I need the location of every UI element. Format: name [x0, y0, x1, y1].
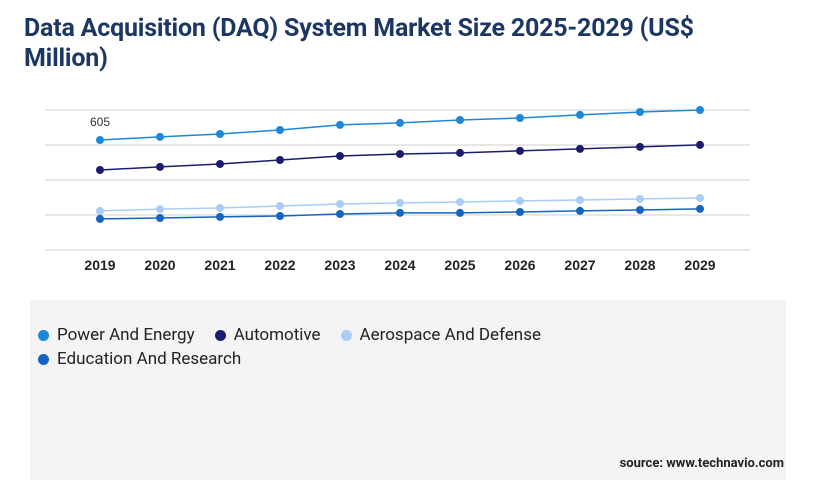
data-point — [516, 114, 524, 122]
data-point — [396, 150, 404, 158]
data-point — [456, 148, 464, 157]
data-point — [576, 144, 584, 153]
legend-label: Power And Energy — [57, 325, 195, 345]
data-point — [216, 212, 224, 221]
data-point — [576, 196, 584, 204]
x-tick-label: 2021 — [204, 257, 235, 273]
legend-item: Education And Research — [38, 347, 241, 371]
x-tick-label: 2029 — [684, 257, 715, 273]
data-point — [336, 210, 344, 218]
x-tick-label: 2025 — [444, 257, 475, 273]
legend-label: Aerospace And Defense — [359, 325, 541, 345]
data-point — [96, 214, 104, 223]
x-tick-label: 2027 — [564, 257, 595, 273]
data-point — [516, 196, 524, 205]
x-tick-label: 2026 — [504, 257, 535, 273]
legend: Power And Energy Automotive Aerospace And … — [38, 323, 618, 371]
data-point — [96, 206, 104, 215]
x-tick-label: 2028 — [624, 257, 655, 273]
data-point — [696, 140, 704, 149]
legend-panel — [30, 300, 786, 480]
data-point — [336, 200, 344, 208]
data-point — [156, 162, 164, 171]
data-point — [96, 166, 104, 174]
x-tick-label: 2024 — [384, 257, 415, 273]
data-point — [156, 214, 164, 222]
data-point — [276, 156, 284, 164]
x-tick-label: 2023 — [324, 257, 355, 273]
data-point — [336, 120, 344, 129]
data-point — [216, 160, 224, 168]
data-point — [576, 206, 584, 215]
legend-item: Automotive — [214, 323, 321, 347]
data-point — [696, 204, 704, 213]
data-point — [96, 136, 104, 144]
data-point — [636, 206, 644, 214]
data-point — [216, 130, 224, 138]
legend-marker — [214, 329, 226, 341]
legend-item: Aerospace And Defense — [340, 323, 541, 347]
data-point — [276, 202, 284, 210]
legend-item: Power And Energy — [38, 323, 195, 347]
data-label: 605 — [90, 115, 110, 129]
legend-label: Automotive — [233, 325, 321, 345]
data-point — [336, 152, 344, 160]
data-point — [156, 205, 164, 214]
data-point — [636, 108, 644, 116]
data-point — [216, 204, 224, 212]
data-point — [396, 198, 404, 207]
data-point — [456, 116, 464, 124]
legend-marker — [340, 329, 352, 341]
data-point — [696, 194, 704, 202]
data-point — [516, 208, 524, 216]
x-tick-label: 2019 — [84, 257, 115, 273]
data-point — [396, 208, 404, 217]
data-point — [156, 132, 164, 141]
legend-label: Education And Research — [57, 349, 242, 369]
data-point — [636, 194, 644, 203]
data-point — [636, 142, 644, 151]
data-point — [516, 146, 524, 155]
x-tick-label: 2022 — [264, 257, 295, 273]
data-point — [576, 110, 584, 119]
data-point — [396, 118, 404, 127]
chart-title: Data Acquisition (DAQ) System Market Siz… — [24, 14, 694, 73]
chart: 2019 2020 2021 2022 2023 2024 2025 2026 2027 2028… — [45, 106, 750, 273]
data-point — [696, 106, 704, 114]
data-point — [456, 198, 464, 206]
data-point — [456, 208, 464, 217]
legend-marker — [38, 329, 49, 341]
data-point — [276, 126, 284, 134]
x-tick-label: 2020 — [144, 257, 175, 273]
data-point — [276, 212, 284, 220]
legend-marker — [38, 353, 49, 365]
source-note: source: www.technavio.com — [619, 456, 784, 471]
